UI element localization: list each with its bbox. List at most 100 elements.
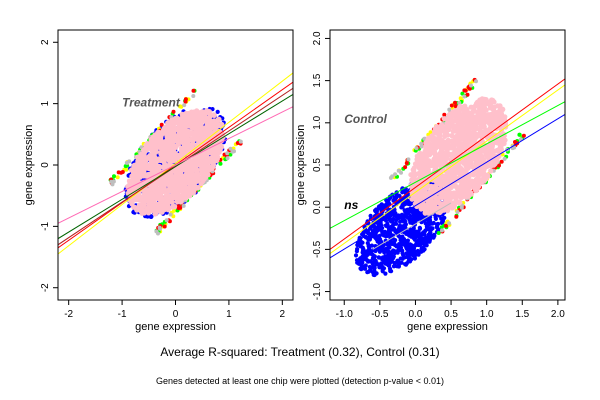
x-tick-label: 0.5	[444, 309, 458, 320]
data-point	[193, 136, 199, 142]
data-point	[453, 184, 460, 190]
data-point	[417, 189, 423, 196]
data-point	[475, 113, 481, 120]
data-point	[395, 250, 400, 255]
data-point	[372, 268, 377, 274]
data-point	[195, 121, 201, 128]
data-point	[427, 143, 433, 149]
data-point	[417, 226, 423, 231]
data-point	[458, 125, 464, 131]
outlier-point-gray	[164, 218, 169, 223]
outlier-point-gray	[393, 172, 398, 177]
outlier-point-red	[513, 140, 517, 144]
data-point	[361, 247, 366, 252]
data-point	[388, 226, 393, 231]
data-point	[477, 117, 483, 123]
data-point	[148, 137, 154, 143]
data-point	[165, 196, 171, 202]
outlier-point-green	[439, 225, 444, 230]
data-point	[214, 148, 220, 154]
panel-annotation: ns	[344, 198, 358, 212]
data-point	[416, 213, 421, 218]
data-point	[416, 202, 422, 208]
data-point	[401, 241, 406, 246]
data-point	[379, 261, 384, 266]
data-point	[158, 188, 164, 194]
data-point	[495, 140, 501, 146]
data-point	[369, 224, 374, 229]
data-point	[425, 167, 431, 173]
data-point	[180, 186, 186, 193]
data-point	[183, 191, 189, 197]
data-point	[473, 186, 479, 192]
panel-annotation: Control	[344, 112, 387, 126]
data-point	[432, 155, 438, 161]
data-point	[467, 129, 473, 135]
data-point	[464, 106, 470, 113]
data-point	[479, 110, 485, 116]
data-point	[448, 177, 454, 183]
outlier-point-gray	[225, 156, 230, 161]
data-point	[437, 179, 443, 185]
data-point	[198, 132, 205, 138]
outlier-point-gray	[127, 159, 132, 164]
data-point	[497, 107, 503, 113]
data-point	[466, 181, 473, 187]
data-point	[174, 199, 180, 205]
data-point	[194, 109, 200, 115]
data-point	[422, 247, 427, 252]
data-point	[215, 109, 220, 114]
outlier-point-yellow	[428, 130, 433, 135]
outlier-point-red	[449, 103, 454, 108]
data-point	[400, 204, 405, 209]
outlier-point-red	[465, 92, 470, 97]
data-point	[426, 190, 432, 196]
data-point	[176, 129, 182, 135]
data-point	[360, 260, 365, 265]
data-point	[473, 157, 479, 163]
data-point	[426, 162, 432, 168]
data-point	[211, 121, 217, 127]
data-point	[419, 173, 425, 179]
data-point	[460, 180, 466, 186]
data-point	[467, 122, 473, 129]
data-point	[137, 205, 143, 211]
data-point	[485, 155, 491, 161]
data-point	[192, 184, 198, 190]
data-point	[422, 242, 427, 247]
y-tick-label: -1.0	[312, 283, 323, 301]
point-cloud-pink	[408, 96, 509, 216]
data-point	[188, 168, 194, 174]
data-point	[353, 253, 359, 258]
data-point	[470, 171, 476, 177]
data-point	[413, 232, 418, 237]
data-point	[486, 120, 493, 127]
data-point	[452, 123, 458, 129]
data-point	[453, 128, 459, 134]
data-point	[166, 152, 172, 158]
data-point	[423, 143, 429, 149]
y-tick-label: -1	[40, 221, 51, 230]
data-point	[458, 188, 464, 194]
data-point	[147, 153, 154, 159]
data-point	[485, 173, 491, 179]
data-point	[161, 129, 167, 135]
data-point	[355, 247, 360, 252]
data-point	[204, 121, 210, 127]
y-tick-label: 2	[40, 39, 51, 45]
data-point	[380, 267, 385, 272]
x-tick-label: 1.0	[480, 309, 494, 320]
data-point	[185, 147, 191, 154]
data-point	[426, 227, 431, 232]
data-point	[373, 235, 378, 240]
data-point	[367, 251, 373, 256]
data-point	[164, 134, 170, 140]
data-point	[142, 189, 148, 195]
data-point	[135, 155, 142, 161]
data-point	[194, 178, 200, 184]
data-point	[450, 166, 456, 172]
outlier-point-gray	[399, 170, 403, 175]
data-point	[138, 163, 144, 170]
outlier-point-green	[112, 174, 116, 179]
